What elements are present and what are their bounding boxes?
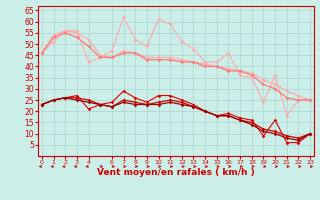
X-axis label: Vent moyen/en rafales ( km/h ): Vent moyen/en rafales ( km/h ) bbox=[97, 168, 255, 177]
